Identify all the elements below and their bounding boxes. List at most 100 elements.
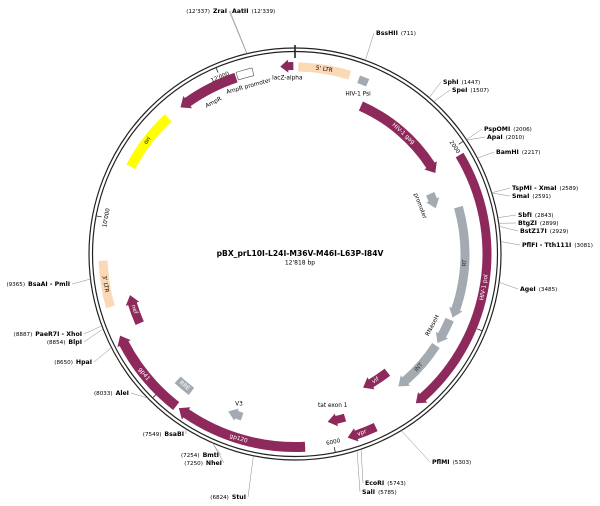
site-connector [466, 128, 483, 141]
site-label: TspMI - XmaI (2589) [512, 185, 578, 192]
site-label: SphI (1447) [443, 79, 480, 86]
site-position: (8887) [14, 332, 33, 338]
site-label: SmaI (2591) [512, 193, 551, 200]
site-position: (2929) [550, 229, 569, 235]
site-position: (3485) [539, 287, 558, 293]
map-length: 12'818 bp [285, 260, 315, 267]
site-position: (711) [401, 31, 416, 37]
site-connector [499, 226, 519, 232]
site-name: AgeI [520, 286, 536, 293]
site-name: StuI [232, 494, 246, 501]
site-name: HpaI [76, 359, 92, 366]
site-name: BtgZI [518, 220, 537, 227]
site-label: SbfI (2843) [518, 212, 554, 219]
site-connector [83, 325, 103, 335]
feature-label: HIV-1 pol [479, 274, 490, 301]
site-name: AleI [116, 390, 129, 397]
map-title: pBX_prL10I-L24I-M36V-M46I-L63P-I84V [217, 249, 384, 258]
site-name: ApaI [487, 134, 503, 141]
site-label: (7549) BsaBI [143, 431, 184, 438]
site-label: ApaI (2010) [487, 134, 524, 141]
site-label: AatII (12'339) [232, 8, 275, 15]
site-position: (7250) [184, 461, 203, 467]
feature-arrow [235, 67, 255, 81]
tick-label: 10'000 [102, 207, 112, 228]
site-position: (2589) [560, 186, 579, 192]
site-name: BstZ17I [520, 228, 547, 235]
site-name: BsaAI - PmlI [28, 281, 70, 288]
site-label: (8854) BlpI [47, 339, 82, 346]
site-label: (7250) NheI [184, 460, 222, 467]
site-position: (9365) [6, 282, 25, 288]
feature-arrow [363, 368, 391, 390]
feature-label: HIV-1 gag [391, 122, 416, 146]
site-name: BsaBI [164, 431, 184, 438]
site-label: (7254) BmtI [181, 452, 219, 459]
feature-label: ori [143, 136, 153, 146]
feature-arrow [117, 335, 180, 411]
feature-arrow [126, 114, 172, 170]
site-position: (5303) [453, 460, 472, 466]
feature-label: vpr [357, 429, 369, 438]
feature-arrow [327, 413, 347, 427]
site-name: PaeR7I - XhoI [35, 331, 82, 338]
site-label: PflMI (5303) [432, 459, 471, 466]
site-connector [466, 136, 486, 141]
site-name: SbfI [518, 212, 532, 219]
site-name: PspOMI [484, 126, 510, 133]
feature-label: HIV-1 Psi [345, 91, 371, 97]
site-position: (2899) [540, 221, 559, 227]
feature-arrow [280, 59, 294, 73]
site-position: (7549) [143, 432, 162, 438]
site-position: (2010) [506, 135, 525, 141]
tick-mark [458, 141, 464, 145]
site-label: EcoRI (5743) [365, 480, 406, 487]
site-position: (8033) [94, 391, 113, 397]
tick-label: 6000 [326, 438, 342, 447]
feature-label: 3' LTR [101, 275, 110, 293]
feature-label: vif [371, 376, 381, 385]
site-name: SalI [362, 489, 375, 496]
site-label: AgeI (3485) [520, 286, 557, 293]
site-connector [247, 455, 254, 498]
site-connector [365, 32, 375, 61]
site-label: (8887) PaeR7I - XhoI [14, 331, 82, 338]
site-name: BmtI [203, 452, 219, 459]
feature-label: nef [129, 304, 138, 316]
site-name: AatII [232, 8, 249, 15]
site-connector [360, 449, 364, 484]
site-connector [433, 89, 451, 102]
feature-arrow [98, 260, 115, 309]
site-connector [491, 192, 511, 197]
site-position: (2006) [513, 127, 532, 133]
feature-arrow [415, 152, 492, 404]
site-position: (2217) [522, 150, 541, 156]
site-position: (8650) [54, 360, 73, 366]
feature-arrow [180, 72, 238, 109]
site-position: (2843) [535, 213, 554, 219]
site-position: (5743) [387, 481, 406, 487]
site-name: BssHII [376, 30, 398, 37]
site-connector [356, 450, 361, 493]
site-position: (1447) [462, 80, 481, 86]
site-position: (12'337) [186, 9, 210, 15]
site-label: BssHII (711) [376, 30, 416, 37]
site-label: (8650) HpaI [54, 359, 92, 366]
site-name: EcoRI [365, 480, 384, 487]
site-label: (9365) BsaAI - PmlI [6, 281, 70, 288]
site-name: PflMI [432, 459, 450, 466]
site-name: SpeI [452, 87, 467, 94]
site-connector [130, 392, 148, 399]
tick-mark [333, 446, 336, 453]
site-connector [428, 81, 442, 98]
tick-mark [96, 215, 102, 218]
feature-arrow [228, 408, 244, 421]
site-position: (7254) [181, 453, 200, 459]
site-label: SpeI (1507) [452, 87, 489, 94]
feature-arrow [347, 423, 378, 442]
site-connector [491, 187, 511, 194]
feature-label: V3 [235, 401, 243, 407]
site-name: TspMI - XmaI [512, 185, 557, 192]
feature-label: RT [462, 259, 468, 267]
tick-mark [477, 328, 482, 332]
